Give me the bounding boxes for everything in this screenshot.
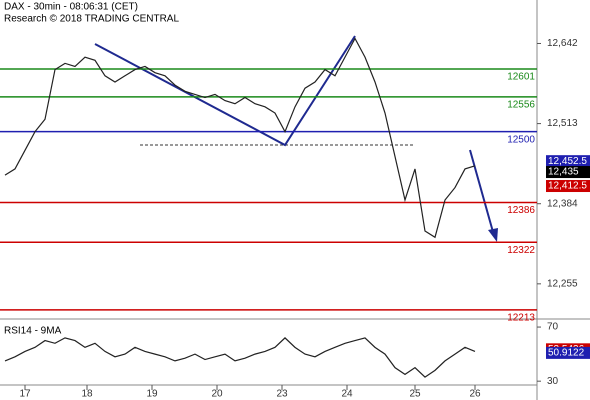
y-tick-label: 12,255 xyxy=(547,278,578,289)
rsi-title: RSI14 - 9MA xyxy=(4,326,62,337)
level-label: 12386 xyxy=(507,205,535,216)
x-tick-label: 17 xyxy=(19,389,31,400)
chart-subtitle: Research © 2018 TRADING CENTRAL xyxy=(4,14,179,25)
x-tick-label: 20 xyxy=(211,389,223,400)
x-tick-label: 23 xyxy=(276,389,288,400)
level-label: 12322 xyxy=(507,245,535,256)
price-marker-label: 12,412.5 xyxy=(548,181,587,192)
price-line xyxy=(4,337,476,378)
price-marker xyxy=(546,155,590,168)
level-label: 12213 xyxy=(507,313,535,324)
level-label: 12601 xyxy=(507,72,535,83)
price-marker xyxy=(546,346,590,359)
price-marker-label: 12,435 xyxy=(548,167,579,178)
y-tick-label: 70 xyxy=(547,322,559,333)
price-marker xyxy=(546,180,590,193)
price-line xyxy=(4,37,476,239)
price-marker xyxy=(546,166,590,179)
arrow-head xyxy=(488,228,498,242)
y-tick-label: 30 xyxy=(547,376,559,387)
price-marker-label: 50.9122 xyxy=(548,348,585,359)
x-tick-label: 24 xyxy=(341,389,353,400)
chart-title: DAX - 30min - 08:06:31 (CET) xyxy=(4,2,138,13)
price-marker-label: 12,452.5 xyxy=(548,156,587,167)
x-tick-label: 18 xyxy=(81,389,93,400)
y-tick-label: 12,513 xyxy=(547,118,578,129)
x-tick-label: 19 xyxy=(146,389,158,400)
y-tick-label: 12,384 xyxy=(547,198,578,209)
y-tick-label: 12,642 xyxy=(547,38,578,49)
trend-line xyxy=(94,35,356,147)
level-label: 12556 xyxy=(507,100,535,111)
x-tick-label: 25 xyxy=(409,389,421,400)
level-label: 12500 xyxy=(507,134,535,145)
x-tick-label: 26 xyxy=(469,389,481,400)
forecast-arrow xyxy=(469,149,494,233)
